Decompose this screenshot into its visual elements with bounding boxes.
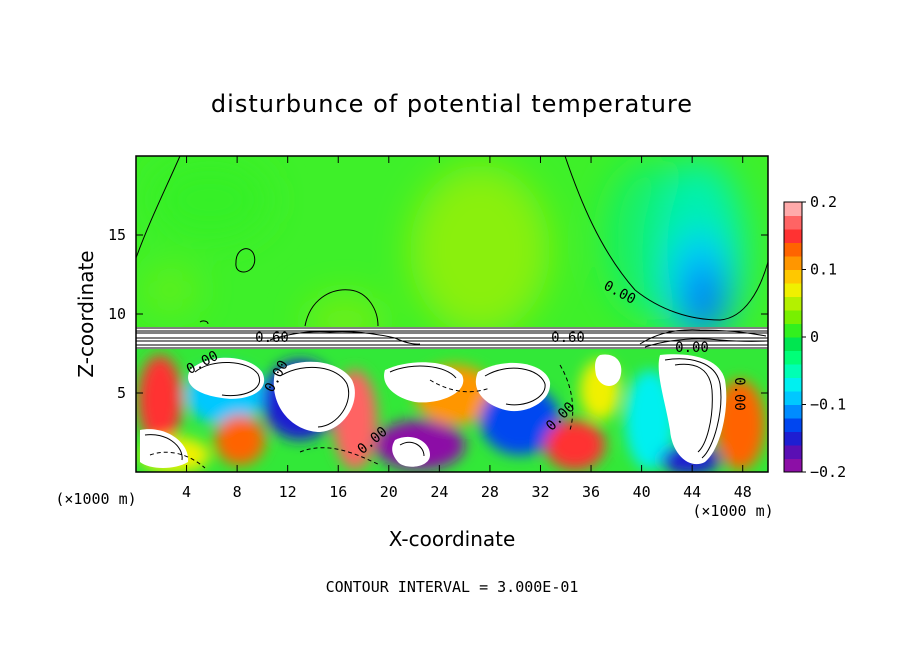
colorbar-swatch [784, 229, 802, 243]
y-tick-label: 5 [117, 384, 126, 402]
colorbar-swatch [784, 215, 802, 230]
x-tick-label: 36 [582, 483, 600, 501]
contour-label: 0.60 [255, 330, 289, 346]
x-axis: 4 8 12 16 20 24 28 32 36 40 44 48 [182, 156, 752, 501]
x-tick-label: 12 [279, 483, 297, 501]
x-tick-label: 20 [380, 483, 398, 501]
colorbar-swatch [784, 202, 802, 216]
x-tick-label: 24 [430, 483, 448, 501]
colorbar-swatch [784, 296, 802, 311]
svg-text:0.60: 0.60 [551, 330, 585, 346]
x-tick-label: 8 [233, 483, 242, 501]
x-tick-label: 48 [734, 483, 752, 501]
upper-contours [136, 156, 768, 327]
colorbar-swatch [784, 310, 802, 324]
colorbar-tick-label: 0.1 [810, 261, 837, 279]
x-tick-label: 44 [683, 483, 701, 501]
colorbar-swatch [784, 283, 802, 297]
plot-area [136, 156, 768, 472]
colorbar-swatch [784, 377, 802, 392]
x-axis-label: X-coordinate [389, 527, 516, 551]
svg-text:0.60: 0.60 [255, 330, 289, 346]
colorbar-swatch [784, 256, 802, 270]
x-tick-label: 32 [531, 483, 549, 501]
contour-label: 0.00 [731, 377, 747, 411]
contour-interval-note: CONTOUR INTERVAL = 3.000E-01 [326, 578, 579, 596]
colorbar-swatch [784, 431, 802, 446]
white-regions [140, 354, 727, 468]
x-tick-label: 4 [182, 483, 191, 501]
colorbar-swatch [784, 350, 802, 365]
contour-label: 0.00 [675, 340, 709, 356]
y-tick-label: 15 [108, 226, 126, 244]
contour-label: 0.60 [551, 330, 585, 346]
svg-text:0.00: 0.00 [731, 377, 747, 411]
colorbar-tick-label: 0.2 [810, 193, 837, 211]
colorbar-swatch [784, 458, 802, 473]
colorbar-swatch [784, 323, 802, 338]
colorbar-swatch [784, 364, 802, 378]
colorbar-tick-label: −0.1 [810, 396, 846, 414]
svg-text:0.00: 0.00 [675, 340, 709, 356]
y-axis-label: Z-coordinate [74, 250, 98, 377]
chart-title: disturbunce of potential temperature [211, 90, 693, 118]
x-unit-right: (×1000 m) [692, 502, 773, 520]
colorbar-swatch [784, 242, 802, 257]
lower-field [136, 349, 768, 472]
colorbar: 0.2 0.1 0 −0.1 −0.2 [783, 193, 846, 481]
colorbar-swatch [784, 404, 802, 419]
y-axis: 5 10 15 [108, 226, 768, 402]
x-tick-label: 40 [633, 483, 651, 501]
band-lines [136, 327, 768, 349]
colorbar-swatch [784, 445, 802, 459]
colorbar-swatch [784, 269, 802, 284]
colorbar-swatch [784, 337, 802, 351]
x-tick-label: 16 [329, 483, 347, 501]
x-unit-left: (×1000 m) [55, 490, 136, 508]
lower-contours [144, 358, 722, 469]
y-tick-label: 10 [108, 305, 126, 323]
colorbar-swatch [784, 391, 802, 405]
colorbar-tick-label: −0.2 [810, 463, 846, 481]
x-tick-label: 28 [481, 483, 499, 501]
colorbar-swatch [784, 418, 802, 432]
colorbar-tick-label: 0 [810, 328, 819, 346]
